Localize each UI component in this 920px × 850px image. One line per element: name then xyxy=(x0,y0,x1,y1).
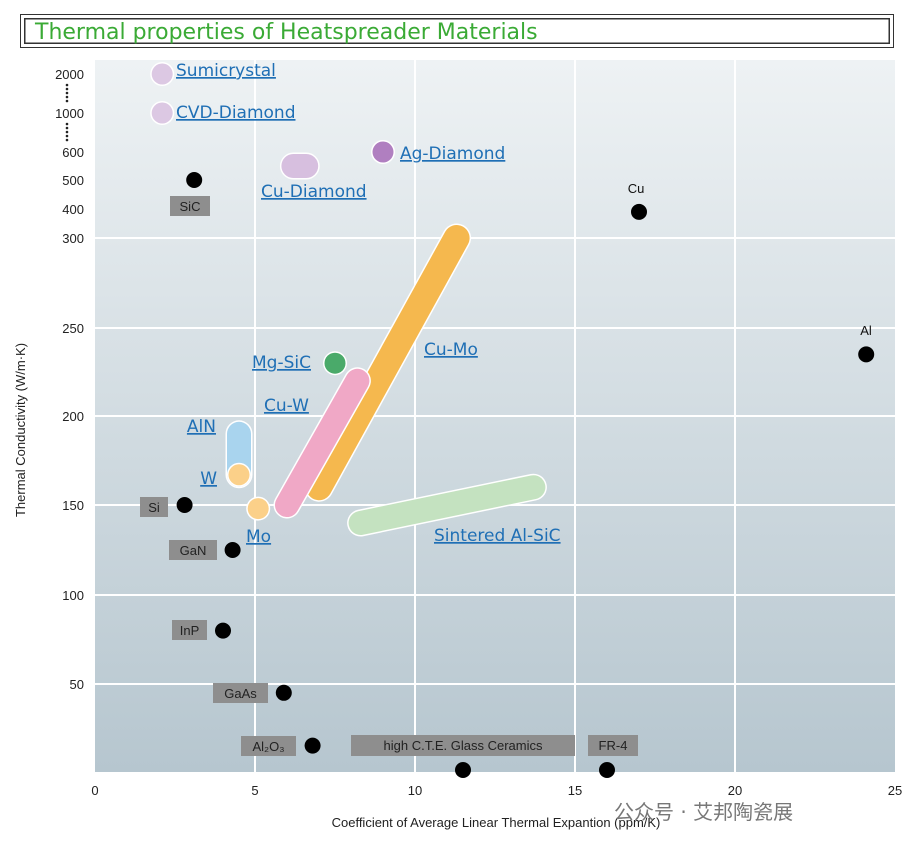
y-tick-label: 500 xyxy=(62,173,84,188)
label-box xyxy=(140,497,168,517)
x-tick-label: 20 xyxy=(728,783,742,798)
point-gaas xyxy=(275,684,292,701)
label-box xyxy=(169,540,217,560)
range-cu-mo xyxy=(306,225,470,501)
x-tick-label: 25 xyxy=(888,783,902,798)
label-aln: AlN xyxy=(187,417,216,437)
x-axis-title: Coefficient of Average Linear Thermal Ex… xyxy=(332,815,661,830)
point-mg-sic xyxy=(324,352,346,374)
label-sic: SiC xyxy=(180,199,201,214)
label-cu-mo: Cu-Mo xyxy=(424,340,478,360)
point-al-o- xyxy=(304,737,321,754)
axis-ticks: 0 5 10 15 20 25 50 100 150 200 250 300 400 500 600 1000… xyxy=(55,67,902,798)
y-tick-label: 2000 xyxy=(55,67,84,82)
watermark: 公众号 · 艾邦陶瓷展 xyxy=(614,800,794,824)
x-tick-label: 10 xyxy=(408,783,422,798)
label-mg-sic: Mg-SiC xyxy=(252,353,311,373)
axis-break-dot xyxy=(65,83,69,87)
y-tick-label: 250 xyxy=(62,321,84,336)
y-tick-label: 50 xyxy=(70,677,84,692)
label-al-o-: Al₂O₃ xyxy=(252,739,284,754)
label-box xyxy=(172,620,207,640)
axis-break-dot xyxy=(65,138,69,142)
label-fr-4: FR-4 xyxy=(599,738,628,753)
point-w xyxy=(228,464,250,486)
label-box xyxy=(588,735,638,756)
point-cu xyxy=(631,203,647,220)
x-tick-label: 15 xyxy=(568,783,582,798)
x-tick-label: 5 xyxy=(251,783,258,798)
material-ranges xyxy=(225,152,547,537)
y-tick-label: 400 xyxy=(62,202,84,217)
y-tick-label: 150 xyxy=(62,498,84,513)
y-tick-label: 1000 xyxy=(55,106,84,121)
axis-break-dot xyxy=(65,95,69,99)
point-inp xyxy=(215,622,231,639)
point-sumicrystal xyxy=(151,63,173,85)
label-gan: GaN xyxy=(180,543,207,558)
label-cu-w: Cu-W xyxy=(264,396,309,416)
label-ag-diamond: Ag-Diamond xyxy=(400,144,505,164)
range-sintered-al-sic xyxy=(348,475,546,535)
label-box xyxy=(351,735,575,756)
point-gan xyxy=(224,542,241,558)
label-w: W xyxy=(200,469,217,489)
axis-break-dot xyxy=(65,99,69,103)
point-high-c-t-e-glass-ceramics xyxy=(455,762,471,778)
label-cu: Cu xyxy=(628,181,645,196)
axis-break-dot xyxy=(65,87,69,91)
point-sic xyxy=(186,172,203,188)
point-mo xyxy=(247,498,269,520)
chart-title: Thermal properties of Heatspreader Mater… xyxy=(35,20,538,45)
y-tick-label: 100 xyxy=(62,588,84,603)
range-cu-w xyxy=(275,368,370,517)
material-points xyxy=(150,62,875,778)
label-si: Si xyxy=(148,500,160,515)
axis-break-dot xyxy=(65,126,69,130)
labels: Sumicrystal CVD-Diamond Ag-Diamond Cu-Diamo… xyxy=(140,61,872,756)
axis-break-dots xyxy=(65,83,69,142)
y-axis-title: Thermal Conductivity (W/m·K) xyxy=(13,343,28,517)
x-tick-label: 0 xyxy=(91,783,98,798)
point-cvd-diamond xyxy=(151,102,173,124)
axis-break-dot xyxy=(65,122,69,126)
point-al xyxy=(858,346,875,363)
point-si xyxy=(176,497,193,513)
label-al: Al xyxy=(860,323,872,338)
label-gaas: GaAs xyxy=(224,686,257,701)
y-tick-label: 200 xyxy=(62,409,84,424)
point-fr-4 xyxy=(599,762,615,778)
axis-break-dot xyxy=(65,134,69,138)
label-sintered-al-sic: Sintered Al-SiC xyxy=(434,526,561,546)
label-inp: InP xyxy=(180,623,200,638)
label-high-c-t-e-glass-ceramics: high C.T.E. Glass Ceramics xyxy=(384,738,543,753)
point-ag-diamond xyxy=(372,141,394,163)
y-tick-label: 300 xyxy=(62,231,84,246)
label-cvd-diamond: CVD-Diamond xyxy=(176,103,295,123)
y-tick-label: 600 xyxy=(62,145,84,160)
label-cu-diamond: Cu-Diamond xyxy=(261,182,367,202)
label-box xyxy=(241,736,296,756)
label-box xyxy=(170,196,210,216)
label-box xyxy=(213,683,268,703)
axis-break-dot xyxy=(65,130,69,134)
label-sumicrystal: Sumicrystal xyxy=(176,61,276,81)
chart-title-box: Thermal properties of Heatspreader Mater… xyxy=(20,14,894,48)
label-mo: Mo xyxy=(246,527,271,547)
axis-break-dot xyxy=(65,91,69,95)
